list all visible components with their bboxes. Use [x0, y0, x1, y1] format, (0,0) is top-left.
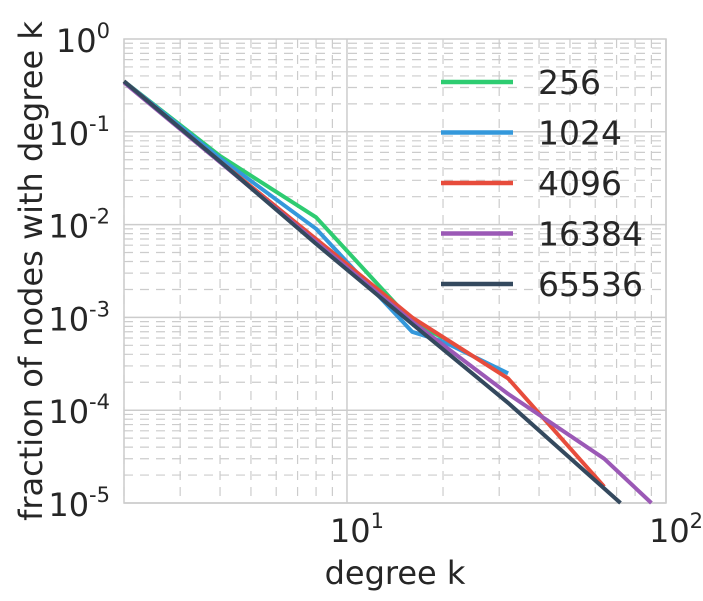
y-axis-label: fraction of nodes with degree k [12, 21, 50, 521]
y-tick-label: 10-2 [48, 205, 110, 246]
legend: 256 1024 4096 16384 65536 [441, 63, 643, 304]
plot-frame [123, 38, 667, 504]
y-tick-label: 10-5 [48, 483, 110, 524]
x-axis-label: degree k [325, 554, 466, 592]
legend-label: 4096 [538, 164, 622, 203]
y-tick-label: 10-1 [48, 112, 110, 153]
y-tick-label: 10-4 [48, 390, 110, 431]
y-tick-label: 100 [56, 19, 110, 60]
legend-label: 256 [538, 63, 601, 102]
y-tick-label: 10-3 [48, 297, 110, 338]
series-line-65536 [122, 79, 622, 505]
legend-label: 16384 [538, 215, 643, 254]
tick-labels: 101 102 100 10-1 10-2 10-3 10-4 10-5 [48, 19, 703, 550]
x-tick-label: 102 [649, 509, 703, 550]
legend-label: 1024 [538, 114, 622, 153]
x-tick-label: 101 [330, 509, 384, 550]
series-lines [122, 79, 653, 505]
legend-label: 65536 [538, 265, 643, 304]
